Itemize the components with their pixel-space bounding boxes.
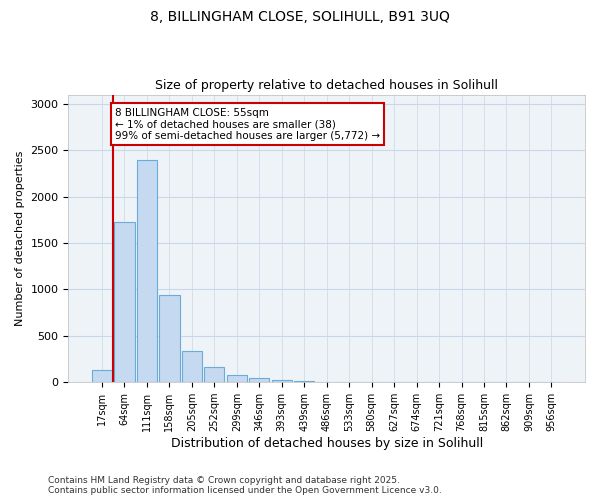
Text: Contains HM Land Registry data © Crown copyright and database right 2025.
Contai: Contains HM Land Registry data © Crown c… xyxy=(48,476,442,495)
Bar xyxy=(249,378,269,382)
Y-axis label: Number of detached properties: Number of detached properties xyxy=(15,150,25,326)
Title: Size of property relative to detached houses in Solihull: Size of property relative to detached ho… xyxy=(155,79,498,92)
Bar xyxy=(92,370,112,382)
Bar xyxy=(272,380,292,382)
Bar xyxy=(204,368,224,382)
Bar xyxy=(137,160,157,382)
Text: 8 BILLINGHAM CLOSE: 55sqm
← 1% of detached houses are smaller (38)
99% of semi-d: 8 BILLINGHAM CLOSE: 55sqm ← 1% of detach… xyxy=(115,108,380,140)
Bar xyxy=(182,350,202,382)
Text: 8, BILLINGHAM CLOSE, SOLIHULL, B91 3UQ: 8, BILLINGHAM CLOSE, SOLIHULL, B91 3UQ xyxy=(150,10,450,24)
Bar xyxy=(159,295,179,382)
Bar xyxy=(227,375,247,382)
X-axis label: Distribution of detached houses by size in Solihull: Distribution of detached houses by size … xyxy=(170,437,483,450)
Bar xyxy=(294,381,314,382)
Bar xyxy=(115,222,134,382)
